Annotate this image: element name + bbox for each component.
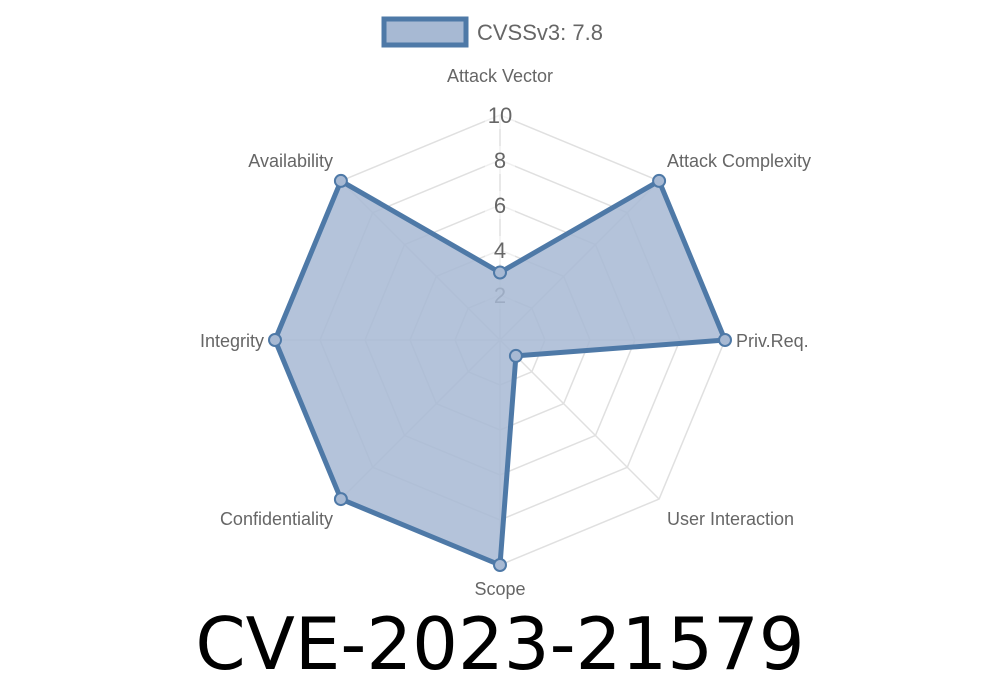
data-point [333, 173, 348, 188]
axis-label: Integrity [200, 331, 264, 351]
tick-label: 6 [494, 193, 506, 218]
tick-label: 4 [494, 238, 506, 263]
data-point [493, 558, 507, 572]
legend-swatch [381, 16, 469, 48]
axis-label: Attack Complexity [667, 151, 811, 171]
tick-label-bg [485, 236, 515, 264]
chart-title: CVE-2023-21579 [195, 602, 805, 686]
axis-label: Availability [248, 151, 333, 171]
data-point [652, 173, 667, 188]
data-point [268, 333, 282, 347]
tick-label: 8 [494, 148, 506, 173]
axis-label: Attack Vector [447, 66, 553, 86]
grid-spoke [499, 339, 660, 500]
legend-label: CVSSv3: 7.8 [477, 20, 603, 45]
axis-label: Priv.Req. [736, 331, 809, 351]
tick-label-bg [485, 146, 515, 174]
axis-label: Confidentiality [220, 509, 333, 529]
tick-label-bg [485, 191, 515, 219]
tick-label: 10 [488, 103, 512, 128]
axis-label: User Interaction [667, 509, 794, 529]
data-point [493, 265, 507, 280]
data-point [333, 492, 348, 507]
data-point [718, 333, 732, 347]
data-point [508, 348, 523, 363]
tick-label-bg [485, 101, 515, 129]
axis-label: Scope [474, 579, 525, 599]
